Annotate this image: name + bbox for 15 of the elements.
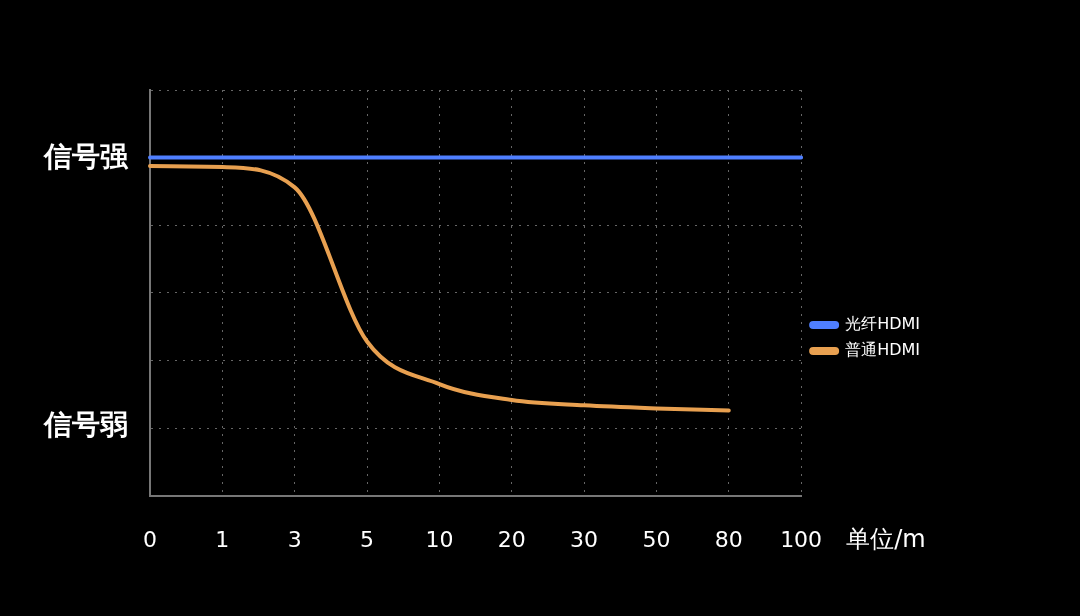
legend-label: 普通HDMI [845,340,920,360]
x-tick-label: 10 [425,526,454,552]
x-tick-label: 30 [570,526,599,552]
x-axis-title: 单位/m [846,524,926,553]
text: 信号强 [43,140,129,174]
x-tick-label: 0 [143,526,157,552]
text: 信号弱 [43,407,128,441]
x-tick-label: 80 [714,526,743,552]
x-tick-label: 20 [497,526,526,552]
x-tick-label: 3 [287,526,302,552]
x-tick-label: 1 [215,526,230,552]
x-tick-label: 100 [780,526,823,552]
x-tick-label: 50 [642,526,671,552]
legend-label: 光纤HDMI [845,314,920,334]
x-tick-label: 5 [360,526,375,552]
